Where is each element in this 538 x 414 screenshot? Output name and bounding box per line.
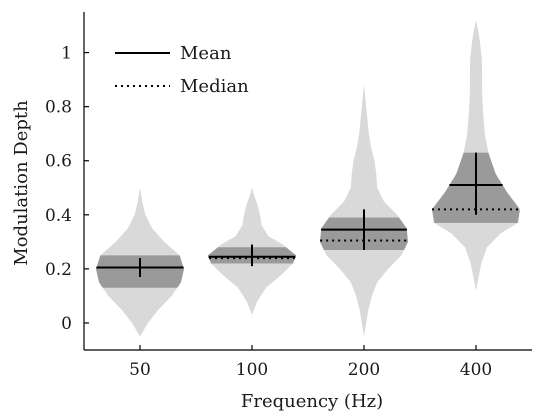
violin-200 <box>320 85 408 337</box>
legend-median-label: Median <box>180 76 249 97</box>
legend-mean-label: Mean <box>180 43 232 64</box>
x-tick-label: 50 <box>129 360 151 380</box>
y-tick-label: 0.2 <box>45 260 72 280</box>
violin-100 <box>208 187 296 315</box>
y-tick-label: 0.8 <box>45 98 72 118</box>
x-tick-label: 400 <box>460 360 492 380</box>
violin-400 <box>432 20 520 291</box>
x-axis-label: Frequency (Hz) <box>241 391 383 412</box>
x-tick-label: 200 <box>348 360 380 380</box>
y-tick-label: 0 <box>61 314 72 334</box>
legend: Mean Median <box>115 43 249 97</box>
y-tick-label: 0.4 <box>45 206 72 226</box>
x-tick-label: 100 <box>236 360 268 380</box>
y-tick-label: 1 <box>61 44 72 64</box>
violin-50 <box>96 187 184 337</box>
y-tick-label: 0.6 <box>45 152 72 172</box>
axes-layer: 0 0.2 0.4 0.6 0.8 1 50 100 200 400 <box>45 12 532 380</box>
violins-layer <box>96 20 520 337</box>
y-axis-label: Modulation Depth <box>11 100 32 266</box>
